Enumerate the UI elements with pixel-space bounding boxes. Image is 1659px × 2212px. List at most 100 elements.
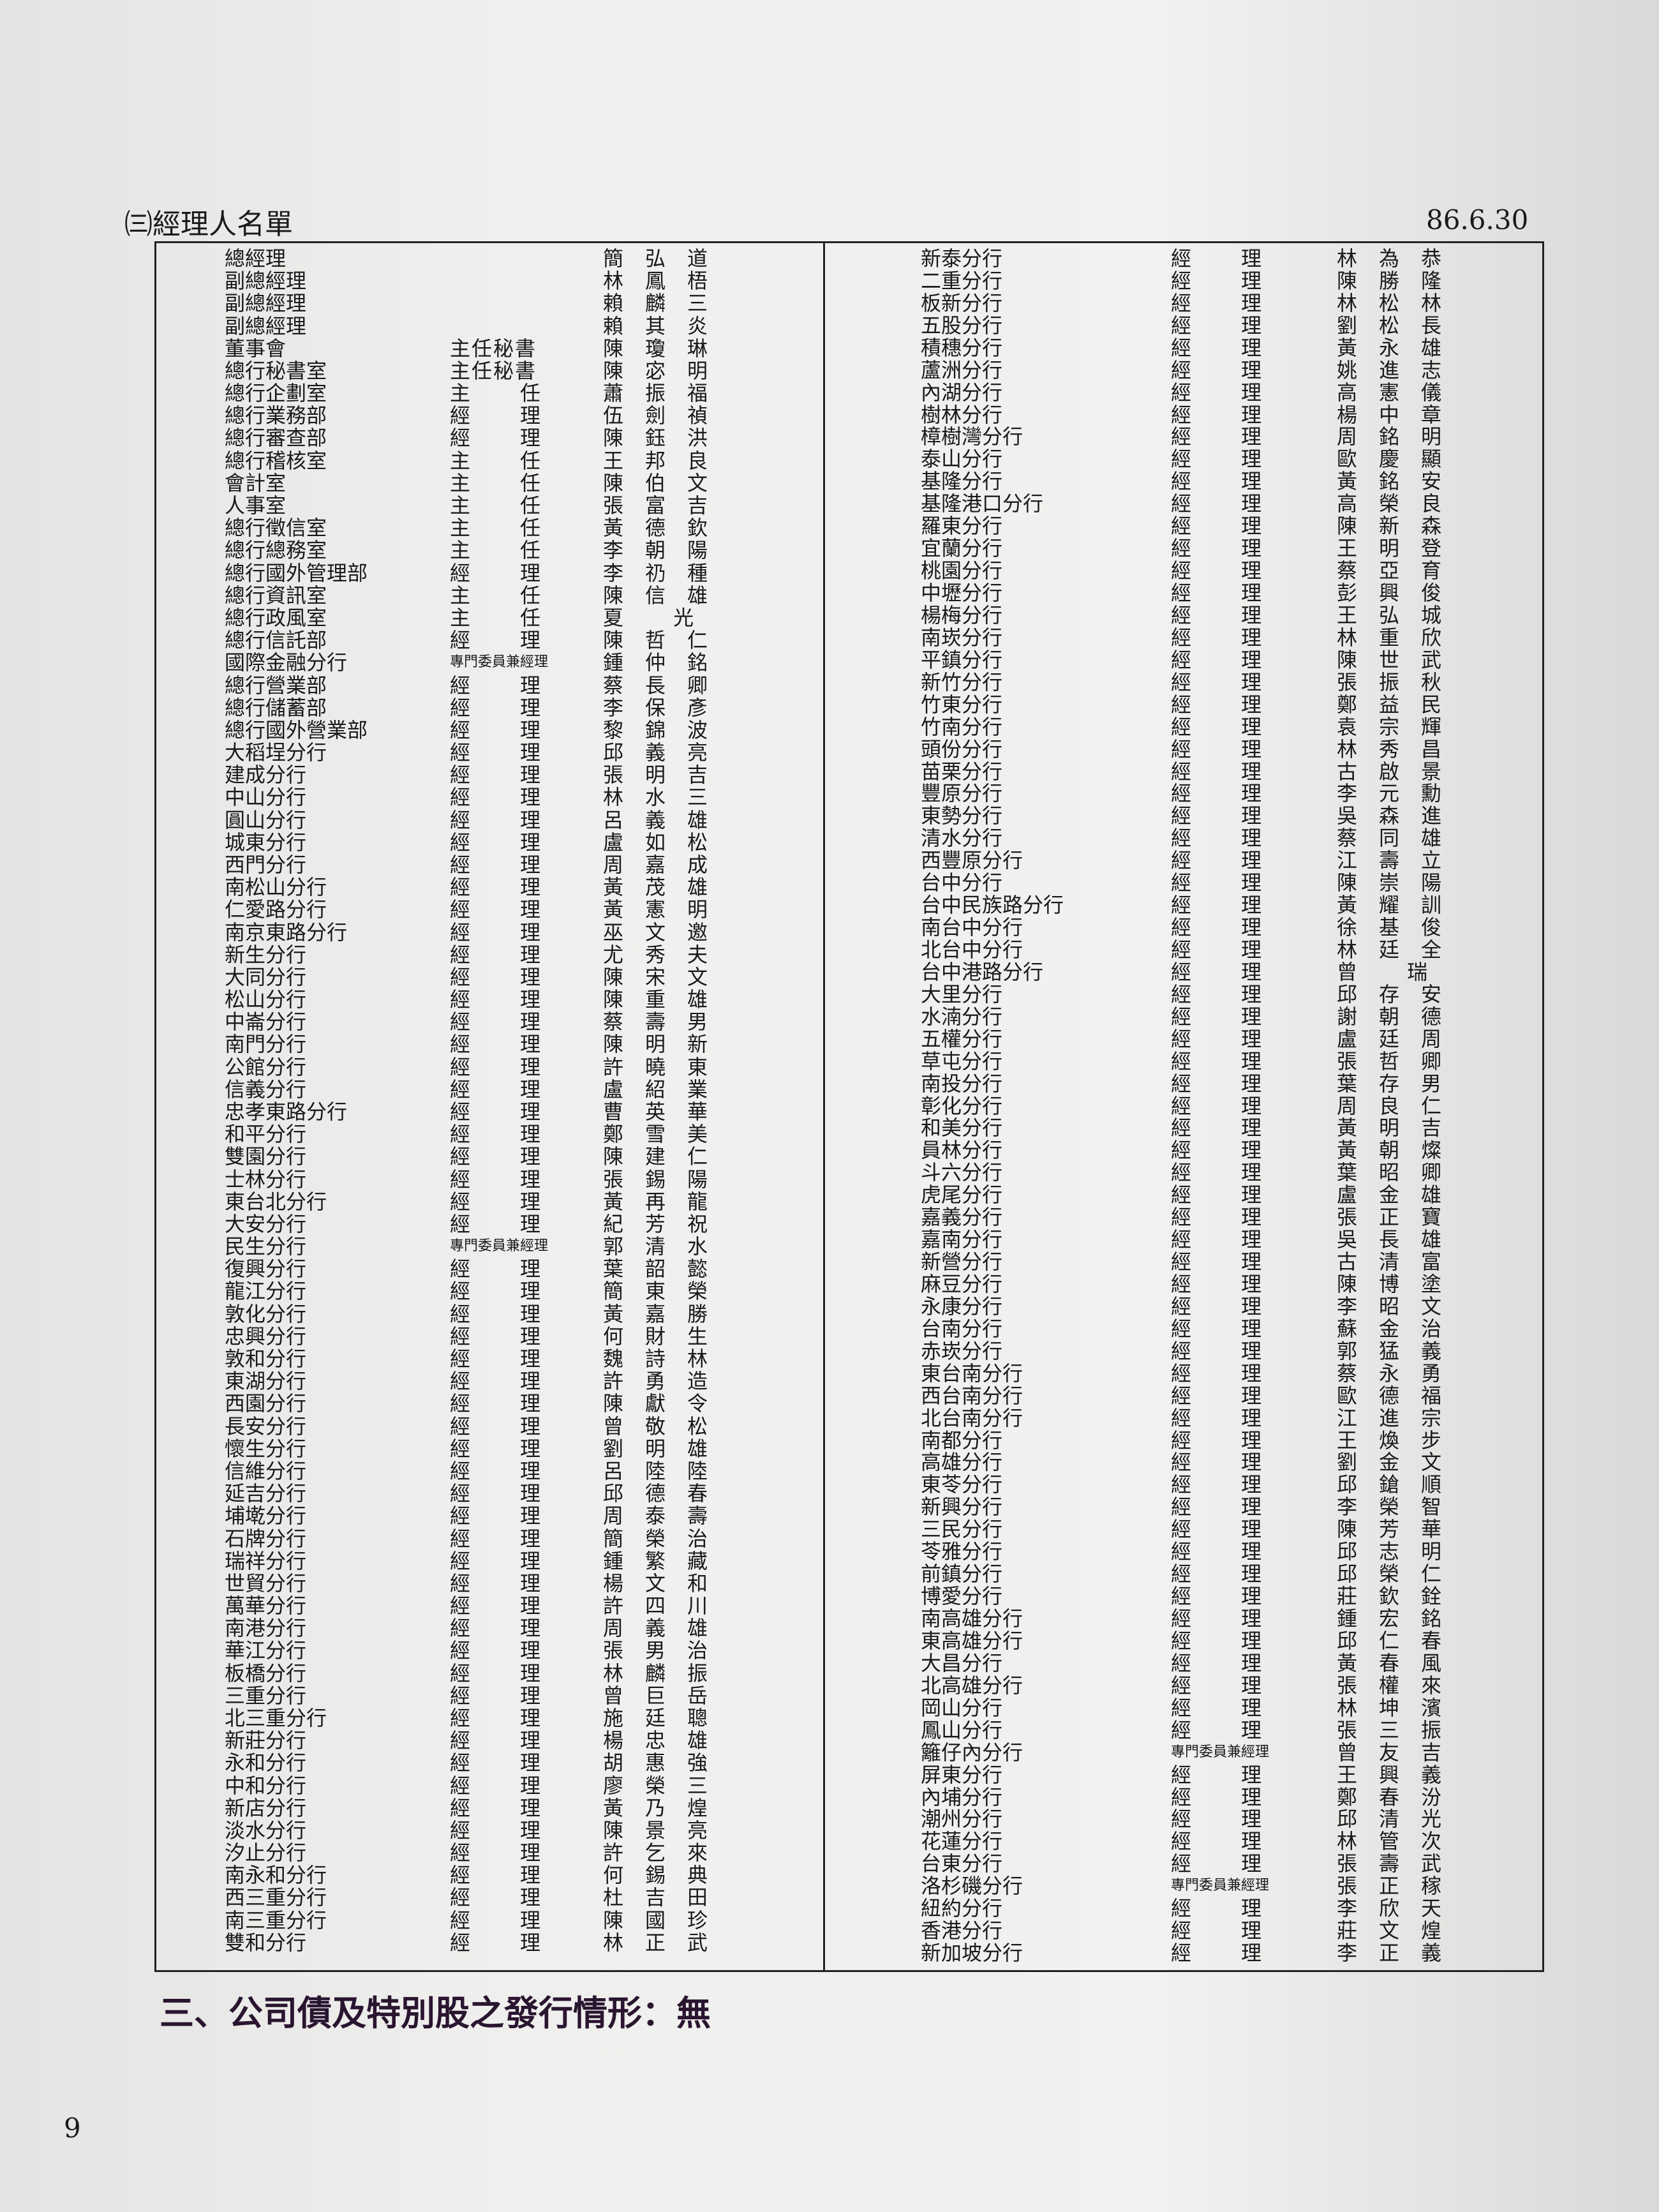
name: 吳長雄 [1337, 1227, 1464, 1252]
position: 經理 [450, 1683, 591, 1708]
name: 胡惠強 [603, 1751, 730, 1775]
name: 黃銘安 [1337, 469, 1464, 494]
unit: 總行稽核室 [225, 448, 327, 473]
unit: 人事室 [225, 493, 286, 518]
position: 經理 [1171, 759, 1312, 784]
unit: 前鎮分行 [921, 1562, 1003, 1587]
name: 黃春風 [1337, 1650, 1464, 1675]
name: 陳重雄 [603, 987, 730, 1012]
name: 黃茂雄 [603, 875, 730, 900]
unit: 南都分行 [921, 1428, 1003, 1453]
position: 經理 [1171, 1807, 1312, 1832]
name: 曾友吉 [1337, 1740, 1464, 1765]
position: 經理 [450, 1751, 591, 1775]
name: 巫文邀 [603, 920, 730, 945]
unit: 永和分行 [225, 1751, 307, 1775]
position: 經理 [450, 942, 591, 967]
name: 王興義 [1337, 1762, 1464, 1787]
position: 主任 [450, 381, 591, 406]
name: 陳信雄 [603, 583, 730, 608]
position: 經理 [450, 1369, 591, 1394]
position: 經理 [450, 1100, 591, 1124]
position: 經理 [450, 717, 591, 742]
name: 王煥步 [1337, 1428, 1464, 1453]
name: 郭清水 [603, 1234, 730, 1259]
name: 林為恭 [1337, 246, 1464, 271]
name: 邱存安 [1337, 982, 1464, 1006]
position: 主任 [450, 493, 591, 518]
unit: 華江分行 [225, 1638, 307, 1663]
name: 袁宗輝 [1337, 714, 1464, 739]
name: 林坤濱 [1337, 1695, 1464, 1720]
name: 張富吉 [603, 493, 730, 518]
name: 張壽武 [1337, 1851, 1464, 1876]
position: 經理 [1171, 1717, 1312, 1742]
unit: 建成分行 [225, 763, 307, 788]
position: 經理 [1171, 1628, 1312, 1653]
position: 經理 [450, 920, 591, 945]
position: 經理 [1171, 1160, 1312, 1185]
position: 經理 [450, 763, 591, 788]
unit: 中和分行 [225, 1773, 307, 1798]
name: 廖榮三 [603, 1773, 730, 1798]
position: 經理 [450, 785, 591, 810]
unit: 總行國外營業部 [225, 717, 368, 742]
unit: 總行秘書室 [225, 358, 327, 383]
unit: 樹林分行 [921, 402, 1003, 427]
name: 賴其炎 [603, 313, 730, 338]
unit: 國際金融分行 [225, 650, 348, 675]
name: 黃乃煌 [603, 1795, 730, 1820]
name: 陳伯文 [603, 470, 730, 495]
page-number: 9 [64, 2112, 81, 2144]
unit: 台中分行 [921, 871, 1003, 895]
position: 經理 [450, 1571, 591, 1595]
name: 鄭雪美 [603, 1122, 730, 1147]
unit: 大稻埕分行 [225, 740, 327, 765]
unit: 新店分行 [225, 1795, 307, 1820]
unit: 赤崁分行 [921, 1338, 1003, 1363]
position: 經理 [450, 1661, 591, 1685]
unit: 樟樹灣分行 [921, 424, 1023, 449]
name: 簡榮治 [603, 1526, 730, 1551]
position: 經理 [1171, 1405, 1312, 1430]
unit: 彰化分行 [921, 1093, 1003, 1118]
name: 李欣天 [1337, 1896, 1464, 1921]
name: 王弘城 [1337, 602, 1464, 627]
name: 周義雄 [603, 1616, 730, 1641]
name: 邱德春 [603, 1481, 730, 1506]
unit: 虎尾分行 [921, 1183, 1003, 1207]
position: 經理 [450, 1504, 591, 1528]
unit: 內埔分行 [921, 1784, 1003, 1809]
unit: 南投分行 [921, 1071, 1003, 1096]
name: 張男治 [603, 1638, 730, 1663]
name: 林正武 [603, 1930, 730, 1955]
position: 經理 [1171, 915, 1312, 940]
unit: 南高雄分行 [921, 1606, 1023, 1631]
unit: 二重分行 [921, 268, 1003, 293]
unit: 北三重分行 [225, 1705, 327, 1730]
name: 黃再龍 [603, 1189, 730, 1214]
name: 鍾宏銘 [1337, 1606, 1464, 1631]
position: 主任 [450, 538, 591, 563]
unit: 新生分行 [225, 942, 307, 967]
name: 歐慶顯 [1337, 447, 1464, 472]
position: 經理 [1171, 1472, 1312, 1497]
position: 經理 [1171, 1784, 1312, 1809]
unit: 新加坡分行 [921, 1941, 1023, 1966]
unit: 桃園分行 [921, 558, 1003, 583]
name: 劉明雄 [603, 1436, 730, 1461]
name: 呂陸陸 [603, 1458, 730, 1483]
name: 李礽種 [603, 560, 730, 585]
name: 林松林 [1337, 290, 1464, 315]
unit: 復興分行 [225, 1257, 307, 1282]
name: 盧金雄 [1337, 1183, 1464, 1207]
position: 經理 [1171, 1829, 1312, 1854]
name: 葉昭卿 [1337, 1160, 1464, 1185]
position: 主任 [450, 470, 591, 495]
unit: 總行政風室 [225, 605, 327, 630]
unit: 西台南分行 [921, 1383, 1023, 1408]
unit: 北高雄分行 [921, 1673, 1023, 1698]
name: 鍾仲銘 [603, 650, 730, 675]
unit: 麻豆分行 [921, 1272, 1003, 1296]
